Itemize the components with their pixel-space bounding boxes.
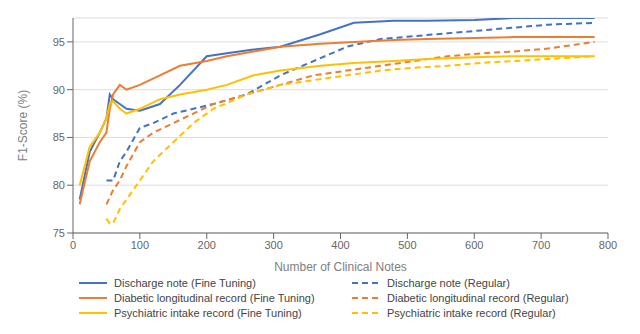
- html-text:Psychiatric intake record (Fin: Psychiatric intake record (Fine Tuning): [114, 307, 302, 319]
- html-text:Discharge note (Regular): Discharge note (Regular): [387, 277, 510, 289]
- svg-text:F1-Score (%): F1-Score (%): [16, 90, 30, 161]
- svg-text:95: 95: [53, 36, 65, 48]
- html-text:Discharge note (Fine Tuning): Discharge note (Fine Tuning): [114, 277, 256, 289]
- svg-text:Number of Clinical Notes: Number of Clinical Notes: [274, 260, 407, 274]
- svg-text:500: 500: [398, 239, 416, 251]
- svg-text:800: 800: [599, 239, 617, 251]
- svg-text:400: 400: [331, 239, 349, 251]
- html-text:Diabetic longitudinal record (: Diabetic longitudinal record (Fine Tunin…: [114, 292, 315, 304]
- svg-text:85: 85: [53, 131, 65, 143]
- svg-text:75: 75: [53, 227, 65, 239]
- svg-text:600: 600: [465, 239, 483, 251]
- svg-text:90: 90: [53, 84, 65, 96]
- svg-text:100: 100: [131, 239, 149, 251]
- html-text:Diabetic longitudinal record (: Diabetic longitudinal record (Regular): [387, 292, 569, 304]
- html-text:Psychiatric intake record (Reg: Psychiatric intake record (Regular): [387, 307, 556, 319]
- svg-text:80: 80: [53, 179, 65, 191]
- svg-text:300: 300: [264, 239, 282, 251]
- svg-text:200: 200: [198, 239, 216, 251]
- svg-text:0: 0: [70, 239, 76, 251]
- svg-text:700: 700: [532, 239, 550, 251]
